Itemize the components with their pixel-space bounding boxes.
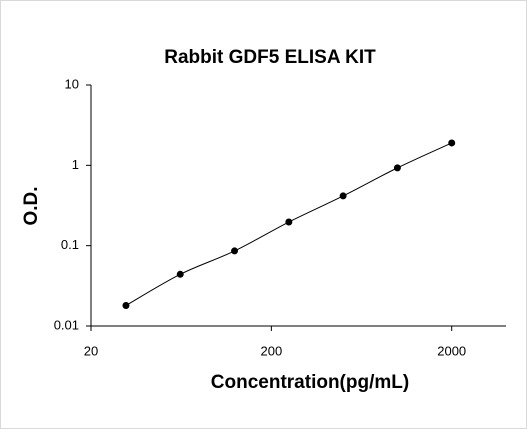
data-point bbox=[231, 247, 239, 255]
chart-title: Rabbit GDF5 ELISA KIT bbox=[164, 47, 376, 68]
y-tick-label: 10 bbox=[65, 76, 79, 91]
x-axis-label: Concentration(pg/mL) bbox=[211, 372, 409, 393]
data-point bbox=[285, 218, 293, 226]
y-tick-label: 0.1 bbox=[61, 237, 79, 252]
x-tick-label: 20 bbox=[84, 343, 98, 358]
data-point bbox=[176, 270, 184, 278]
x-tick-label: 2000 bbox=[437, 343, 466, 358]
y-tick-label: 0.01 bbox=[54, 317, 79, 332]
y-tick-label: 1 bbox=[72, 157, 79, 172]
data-point bbox=[339, 192, 347, 200]
data-point bbox=[122, 301, 130, 309]
x-tick-label: 200 bbox=[261, 343, 283, 358]
y-axis-label: O.D. bbox=[21, 186, 42, 225]
data-point bbox=[448, 139, 456, 147]
data-point bbox=[393, 164, 401, 172]
